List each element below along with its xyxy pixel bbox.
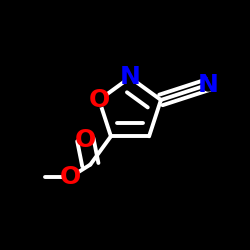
Circle shape — [202, 78, 215, 91]
Text: N: N — [120, 66, 141, 90]
Circle shape — [78, 132, 92, 146]
Text: O: O — [75, 128, 96, 152]
Text: O: O — [60, 165, 81, 189]
Circle shape — [63, 170, 77, 184]
Circle shape — [92, 93, 106, 107]
Circle shape — [124, 71, 136, 84]
Text: N: N — [198, 72, 219, 96]
Text: O: O — [88, 88, 110, 112]
